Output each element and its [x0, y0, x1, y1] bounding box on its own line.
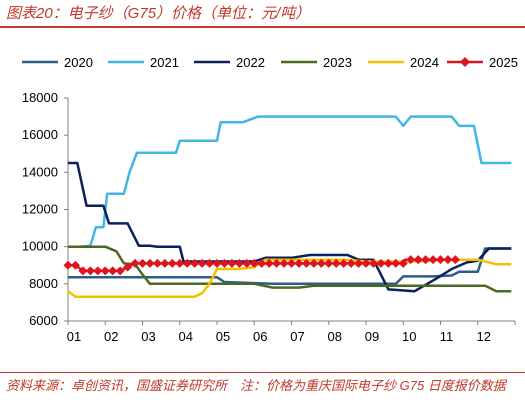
x-tick-label: 09: [365, 329, 379, 344]
series-marker-2025: [93, 266, 103, 276]
series-marker-2025: [316, 258, 326, 268]
title-divider: [0, 26, 525, 28]
series-marker-2025: [242, 258, 252, 268]
x-tick-label: 10: [402, 329, 416, 344]
series-marker-2025: [383, 258, 393, 268]
series-marker-2025: [391, 258, 401, 268]
line-chart: 2020 2021 2022 2023 2024 2025 6000 8000 10000 12…: [22, 55, 518, 344]
series-line-2020: [68, 247, 512, 286]
x-tick-label: 07: [290, 329, 304, 344]
series-line-2023: [68, 245, 512, 293]
series-marker-2025: [100, 266, 110, 276]
series-marker-2025: [160, 258, 170, 268]
legend-label-2025: 2025: [489, 55, 518, 70]
x-tick-label: 05: [216, 329, 230, 344]
series-marker-2025: [279, 258, 289, 268]
series-marker-2025: [339, 258, 349, 268]
series-marker-2025: [145, 258, 155, 268]
y-tick-label: 18000: [22, 90, 58, 105]
series-marker-2025: [123, 262, 133, 272]
chart-title: 图表20：电子纱（G75）价格（单位：元/吨）: [6, 5, 311, 22]
series-marker-2025: [398, 258, 408, 268]
series-marker-2025: [257, 258, 267, 268]
series-marker-2025: [175, 258, 185, 268]
series-marker-2025: [301, 258, 311, 268]
series-marker-2025: [115, 266, 125, 276]
y-tick-label: 16000: [22, 127, 58, 142]
series-marker-2025: [294, 258, 304, 268]
legend-label-2020: 2020: [64, 55, 93, 70]
y-tick-label: 14000: [22, 164, 58, 179]
legend-label-2022: 2022: [236, 55, 265, 70]
series-marker-2025: [212, 258, 222, 268]
series-marker-2025: [108, 266, 118, 276]
series-marker-2025: [219, 258, 229, 268]
series-marker-2025: [70, 260, 80, 270]
series-marker-2025: [190, 258, 200, 268]
series-marker-2025: [272, 258, 282, 268]
series-marker-2025: [354, 258, 364, 268]
x-tick-label: 06: [253, 329, 267, 344]
series-marker-2025: [152, 258, 162, 268]
series-marker-2025: [309, 258, 319, 268]
series-marker-2025: [197, 258, 207, 268]
series-marker-2025: [130, 258, 140, 268]
series-marker-2025: [264, 258, 274, 268]
source-note: 资料来源：卓创资讯，国盛证券研究所 注：价格为重庆国际电子纱 G75 日度报价数…: [6, 378, 506, 393]
series-marker-2025: [368, 258, 378, 268]
series-marker-2025: [234, 258, 244, 268]
series-marker-2025: [361, 258, 371, 268]
series-line-2021: [68, 115, 512, 248]
x-tick-label: 02: [104, 329, 118, 344]
axes: 6000 8000 10000 12000 14000 16000 18000 01 02 03 0…: [22, 90, 516, 344]
series-marker-2025: [167, 258, 177, 268]
legend-marker-2025: [460, 57, 470, 67]
legend-label-2021: 2021: [150, 55, 179, 70]
series-marker-2025: [227, 258, 237, 268]
legend-label-2024: 2024: [410, 55, 439, 70]
x-tick-label: 04: [179, 329, 193, 344]
x-tick-label: 03: [141, 329, 155, 344]
y-tick-label: 8000: [29, 276, 58, 291]
series-marker-2025: [249, 258, 259, 268]
series-marker-2025: [346, 258, 356, 268]
series-marker-2025: [450, 255, 460, 265]
x-tick-label: 01: [67, 329, 81, 344]
series-marker-2025: [205, 258, 215, 268]
series-marker-2025: [376, 258, 386, 268]
series-marker-2025: [78, 266, 88, 276]
series-marker-2025: [85, 266, 95, 276]
series-marker-2025: [63, 260, 73, 270]
footer-divider: [0, 372, 525, 373]
series-lines: [63, 115, 512, 299]
series-marker-2025: [331, 258, 341, 268]
x-tick-label: 11: [440, 329, 454, 344]
series-marker-2025: [287, 258, 296, 268]
y-tick-label: 12000: [22, 202, 58, 217]
x-tick-label: 12: [477, 329, 491, 344]
series-marker-2025: [324, 258, 334, 268]
legend-label-2023: 2023: [323, 55, 352, 70]
series-marker-2025: [182, 258, 192, 268]
y-tick-label: 10000: [22, 239, 58, 254]
series-marker-2025: [138, 258, 147, 268]
y-tick-label: 6000: [29, 313, 58, 328]
x-tick-label: 08: [328, 329, 342, 344]
series-line-2022: [68, 161, 512, 293]
legend: 2020 2021 2022 2023 2024 2025: [22, 55, 518, 70]
